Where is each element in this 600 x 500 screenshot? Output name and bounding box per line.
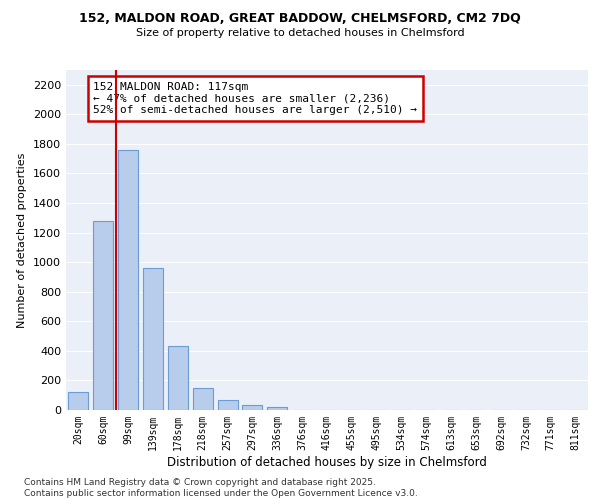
- X-axis label: Distribution of detached houses by size in Chelmsford: Distribution of detached houses by size …: [167, 456, 487, 468]
- Bar: [118, 150, 138, 410]
- Text: 152 MALDON ROAD: 117sqm
← 47% of detached houses are smaller (2,236)
52% of semi: 152 MALDON ROAD: 117sqm ← 47% of detache…: [94, 82, 418, 115]
- Text: 152, MALDON ROAD, GREAT BADDOW, CHELMSFORD, CM2 7DQ: 152, MALDON ROAD, GREAT BADDOW, CHELMSFO…: [79, 12, 521, 26]
- Bar: [94, 221, 113, 410]
- Y-axis label: Number of detached properties: Number of detached properties: [17, 152, 28, 328]
- Bar: [193, 388, 212, 410]
- Bar: [268, 407, 287, 410]
- Text: Size of property relative to detached houses in Chelmsford: Size of property relative to detached ho…: [136, 28, 464, 38]
- Bar: [218, 400, 238, 410]
- Bar: [242, 405, 262, 410]
- Bar: [143, 268, 163, 410]
- Bar: [68, 392, 88, 410]
- Text: Contains HM Land Registry data © Crown copyright and database right 2025.
Contai: Contains HM Land Registry data © Crown c…: [24, 478, 418, 498]
- Bar: [168, 346, 188, 410]
